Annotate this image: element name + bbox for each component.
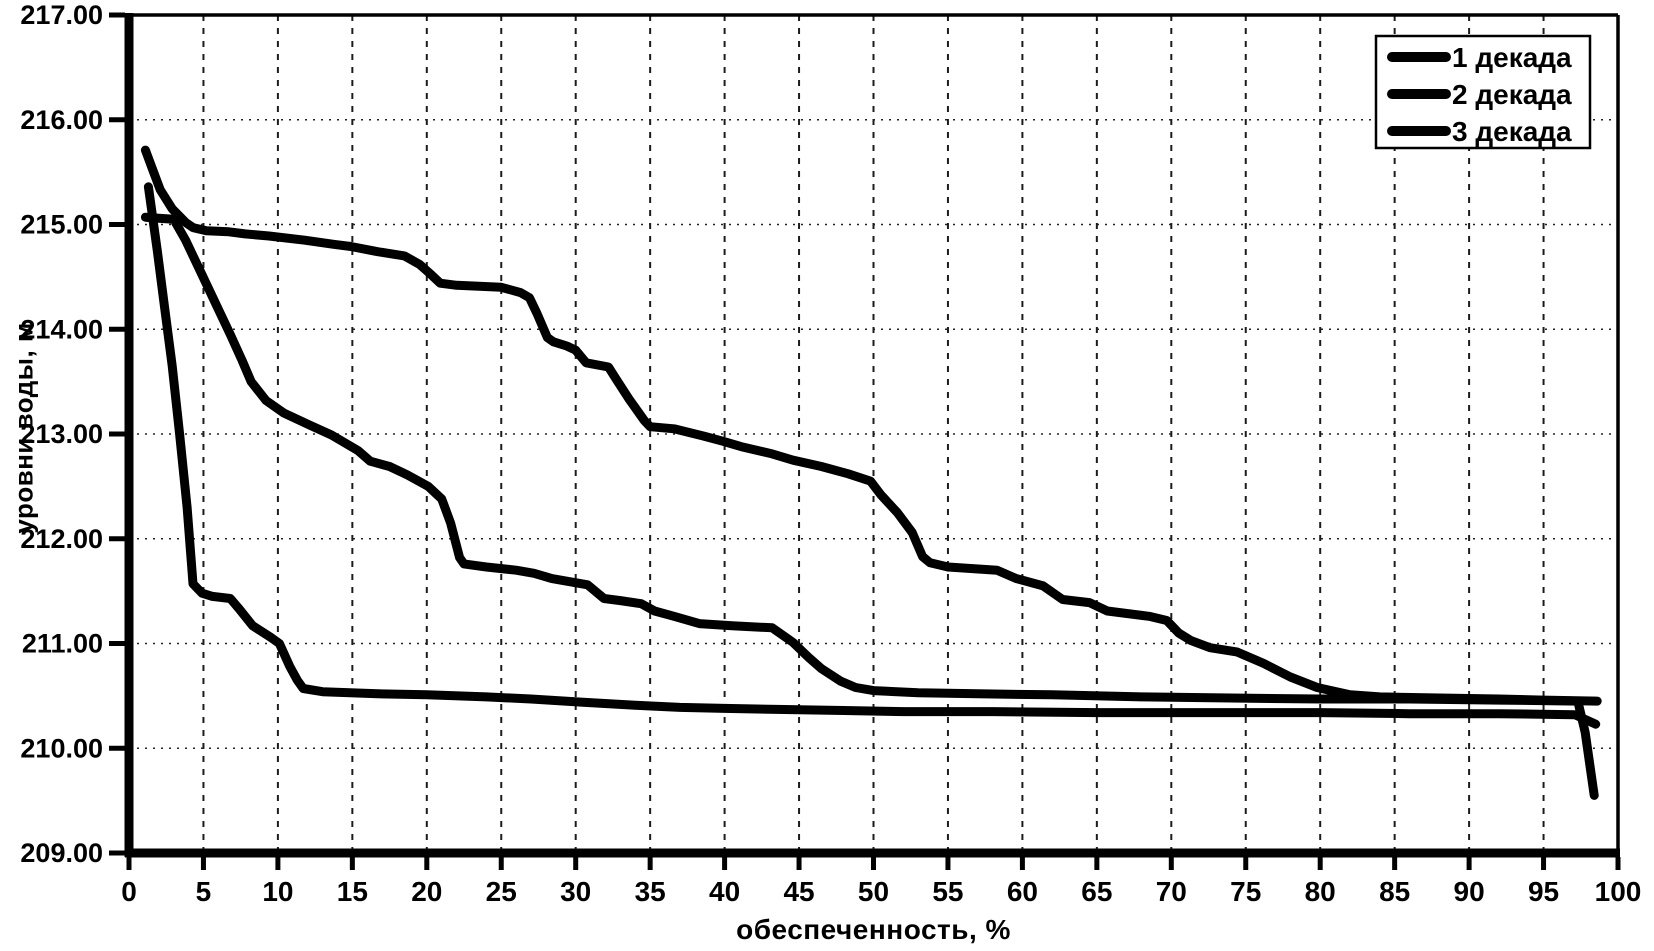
y-tick-label: 209.00	[20, 838, 103, 868]
series-line-1	[140, 145, 1602, 706]
legend-label-1: 1 декада	[1452, 42, 1572, 73]
y-tick-label: 215.00	[20, 210, 103, 240]
y-tick-label: 217.00	[20, 0, 103, 30]
x-tick-label: 60	[1007, 876, 1038, 907]
x-tick-label: 45	[783, 876, 814, 907]
x-tick-label: 85	[1379, 876, 1410, 907]
x-axis-title: обеспеченность, %	[736, 914, 1011, 945]
x-tick-label: 35	[635, 876, 666, 907]
x-tick-label: 40	[709, 876, 740, 907]
series-line-3	[140, 212, 1599, 800]
x-tick-label: 15	[337, 876, 368, 907]
x-tick-label: 25	[486, 876, 517, 907]
legend-label-2: 2 декада	[1452, 79, 1572, 110]
y-tick-label: 214.00	[20, 314, 103, 344]
x-tick-label: 30	[560, 876, 591, 907]
x-tick-label: 75	[1230, 876, 1261, 907]
y-tick-label: 210.00	[20, 733, 103, 763]
x-tick-label: 100	[1595, 876, 1642, 907]
x-tick-label: 95	[1528, 876, 1559, 907]
x-tick-label: 0	[121, 876, 137, 907]
x-tick-label: 5	[196, 876, 212, 907]
x-tick-label: 70	[1156, 876, 1187, 907]
x-tick-label: 20	[411, 876, 442, 907]
x-tick-label: 50	[858, 876, 889, 907]
x-tick-label: 65	[1081, 876, 1112, 907]
x-tick-label: 10	[262, 876, 293, 907]
x-tick-label: 80	[1305, 876, 1336, 907]
x-tick-label: 55	[932, 876, 963, 907]
y-tick-label: 211.00	[22, 629, 103, 659]
y-axis-title: уровни воды, м	[8, 322, 39, 534]
y-tick-label: 213.00	[20, 419, 103, 449]
y-tick-label: 216.00	[20, 105, 103, 135]
series-line-2	[143, 182, 1601, 729]
y-tick-label: 212.00	[20, 524, 103, 554]
x-tick-label: 90	[1454, 876, 1485, 907]
legend-label-3: 3 декада	[1452, 116, 1572, 147]
